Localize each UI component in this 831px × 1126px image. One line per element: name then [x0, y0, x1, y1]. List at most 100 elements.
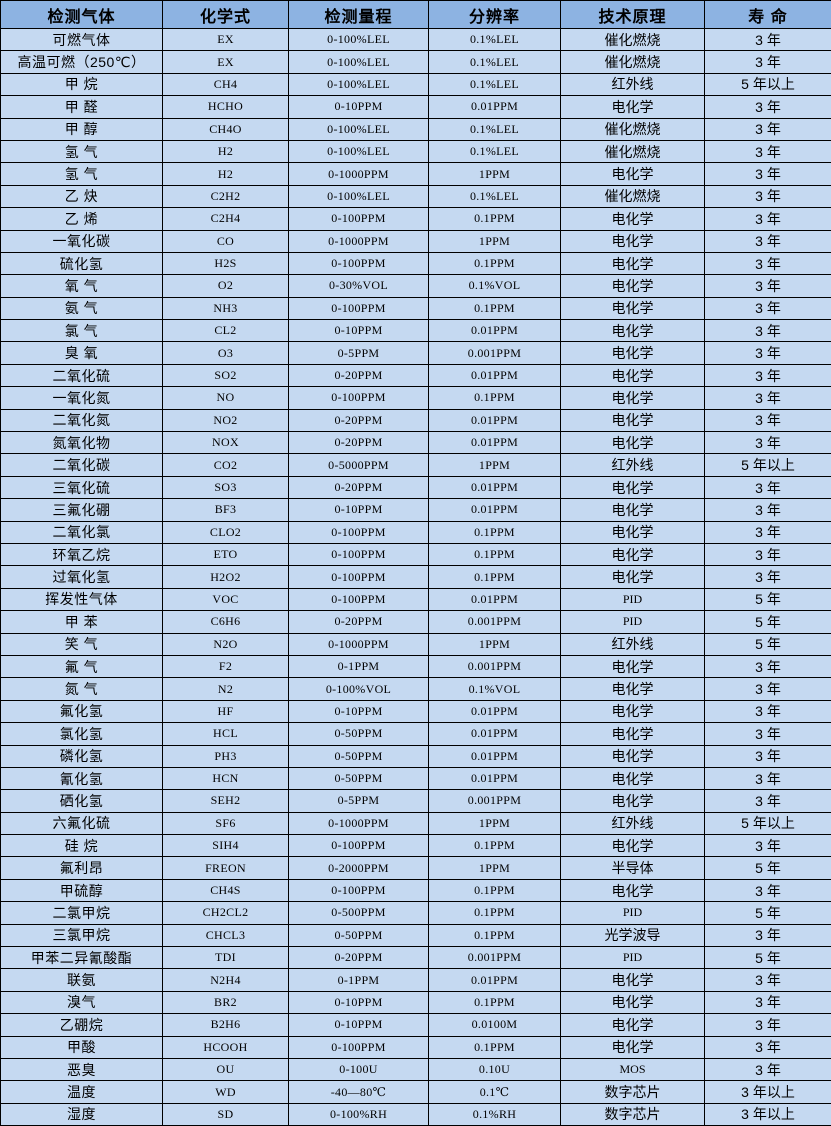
cell-chemical-formula: BR2: [163, 991, 289, 1013]
cell-resolution: 0.1PPM: [429, 208, 561, 230]
cell-technology: 电化学: [561, 566, 705, 588]
cell-technology: 电化学: [561, 723, 705, 745]
cell-chemical-formula: CH4: [163, 73, 289, 95]
cell-detection-range: 0-100%LEL: [289, 140, 429, 162]
cell-lifetime: 3 年: [705, 991, 831, 1013]
cell-resolution: 0.01PPM: [429, 700, 561, 722]
cell-chemical-formula: B2H6: [163, 1014, 289, 1036]
cell-gas-name: 磷化氢: [1, 745, 163, 767]
cell-gas-name: 温度: [1, 1081, 163, 1103]
cell-gas-name: 硅 烷: [1, 835, 163, 857]
cell-lifetime: 3 年: [705, 678, 831, 700]
cell-lifetime: 3 年: [705, 208, 831, 230]
cell-technology: PID: [561, 902, 705, 924]
cell-lifetime: 5 年: [705, 947, 831, 969]
cell-detection-range: 0-100PPM: [289, 521, 429, 543]
cell-chemical-formula: SO3: [163, 476, 289, 498]
cell-technology: 电化学: [561, 96, 705, 118]
cell-resolution: 0.1PPM: [429, 566, 561, 588]
cell-technology: 电化学: [561, 342, 705, 364]
cell-detection-range: 0-100PPM: [289, 835, 429, 857]
cell-resolution: 1PPM: [429, 857, 561, 879]
cell-lifetime: 5 年: [705, 633, 831, 655]
cell-gas-name: 一氧化碳: [1, 230, 163, 252]
cell-chemical-formula: C6H6: [163, 611, 289, 633]
cell-lifetime: 5 年: [705, 611, 831, 633]
cell-chemical-formula: SEH2: [163, 790, 289, 812]
cell-technology: 电化学: [561, 409, 705, 431]
cell-resolution: 0.1%RH: [429, 1103, 561, 1125]
cell-gas-name: 三氧化硫: [1, 476, 163, 498]
cell-gas-name: 甲苯二异氰酸酯: [1, 947, 163, 969]
cell-resolution: 0.001PPM: [429, 947, 561, 969]
cell-detection-range: 0-100%LEL: [289, 185, 429, 207]
cell-chemical-formula: SO2: [163, 364, 289, 386]
cell-chemical-formula: HCN: [163, 767, 289, 789]
cell-technology: 红外线: [561, 73, 705, 95]
cell-lifetime: 3 年: [705, 879, 831, 901]
cell-resolution: 0.1PPM: [429, 387, 561, 409]
cell-lifetime: 3 年: [705, 745, 831, 767]
cell-detection-range: 0-1PPM: [289, 969, 429, 991]
cell-chemical-formula: PH3: [163, 745, 289, 767]
cell-chemical-formula: NH3: [163, 297, 289, 319]
cell-chemical-formula: HF: [163, 700, 289, 722]
cell-detection-range: 0-30%VOL: [289, 275, 429, 297]
cell-gas-name: 恶臭: [1, 1058, 163, 1080]
cell-resolution: 0.1%LEL: [429, 73, 561, 95]
cell-lifetime: 3 年: [705, 140, 831, 162]
cell-detection-range: 0-5PPM: [289, 342, 429, 364]
cell-lifetime: 3 年: [705, 342, 831, 364]
cell-detection-range: 0-100PPM: [289, 879, 429, 901]
cell-detection-range: 0-100U: [289, 1058, 429, 1080]
cell-gas-name: 高温可燃（250℃）: [1, 51, 163, 73]
cell-lifetime: 3 年: [705, 1014, 831, 1036]
cell-resolution: 0.01PPM: [429, 588, 561, 610]
cell-resolution: 1PPM: [429, 230, 561, 252]
cell-chemical-formula: TDI: [163, 947, 289, 969]
cell-chemical-formula: N2H4: [163, 969, 289, 991]
cell-detection-range: 0-10PPM: [289, 1014, 429, 1036]
cell-chemical-formula: F2: [163, 655, 289, 677]
cell-technology: 红外线: [561, 812, 705, 834]
cell-gas-name: 甲 烷: [1, 73, 163, 95]
cell-detection-range: 0-100%VOL: [289, 678, 429, 700]
column-header-resolution: 分辨率: [429, 1, 561, 29]
cell-resolution: 0.01PPM: [429, 432, 561, 454]
cell-chemical-formula: CH4S: [163, 879, 289, 901]
cell-chemical-formula: NOX: [163, 432, 289, 454]
cell-resolution: 0.1PPM: [429, 991, 561, 1013]
cell-lifetime: 3 年: [705, 767, 831, 789]
cell-resolution: 0.1PPM: [429, 879, 561, 901]
cell-detection-range: 0-20PPM: [289, 476, 429, 498]
cell-technology: 电化学: [561, 230, 705, 252]
cell-chemical-formula: CO: [163, 230, 289, 252]
cell-resolution: 0.1%VOL: [429, 275, 561, 297]
cell-gas-name: 挥发性气体: [1, 588, 163, 610]
cell-lifetime: 3 年: [705, 96, 831, 118]
cell-detection-range: 0-5000PPM: [289, 454, 429, 476]
cell-resolution: 0.01PPM: [429, 767, 561, 789]
cell-chemical-formula: FREON: [163, 857, 289, 879]
cell-resolution: 1PPM: [429, 454, 561, 476]
cell-lifetime: 3 年: [705, 51, 831, 73]
cell-gas-name: 笑 气: [1, 633, 163, 655]
cell-chemical-formula: VOC: [163, 588, 289, 610]
cell-chemical-formula: NO: [163, 387, 289, 409]
cell-chemical-formula: CH2CL2: [163, 902, 289, 924]
cell-technology: 数字芯片: [561, 1081, 705, 1103]
cell-technology: 电化学: [561, 678, 705, 700]
